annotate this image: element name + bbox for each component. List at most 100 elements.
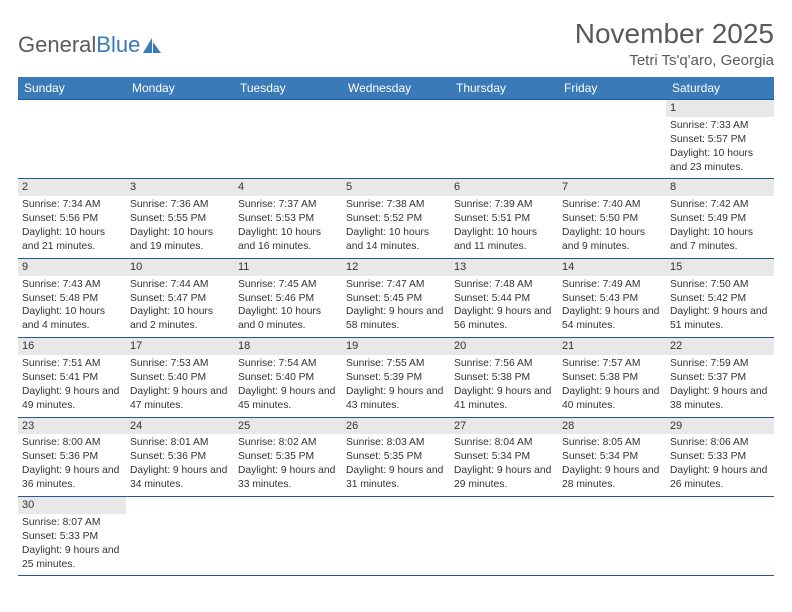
sunrise-line: Sunrise: 8:06 AM — [670, 436, 770, 450]
day-content: Sunrise: 7:47 AMSunset: 5:45 PMDaylight:… — [346, 278, 446, 334]
daylight-line: Daylight: 10 hours and 2 minutes. — [130, 305, 230, 333]
day-content: Sunrise: 8:03 AMSunset: 5:35 PMDaylight:… — [346, 436, 446, 492]
day-content: Sunrise: 8:07 AMSunset: 5:33 PMDaylight:… — [22, 516, 122, 572]
sunrise-line: Sunrise: 7:53 AM — [130, 357, 230, 371]
day-content: Sunrise: 7:39 AMSunset: 5:51 PMDaylight:… — [454, 198, 554, 254]
weekday-header: Sunday — [18, 77, 126, 100]
day-number: 18 — [234, 338, 342, 355]
sunrise-line: Sunrise: 7:37 AM — [238, 198, 338, 212]
daylight-line: Daylight: 9 hours and 56 minutes. — [454, 305, 554, 333]
day-number: 28 — [558, 418, 666, 435]
day-content: Sunrise: 7:42 AMSunset: 5:49 PMDaylight:… — [670, 198, 770, 254]
sunset-line: Sunset: 5:35 PM — [346, 450, 446, 464]
day-content: Sunrise: 8:02 AMSunset: 5:35 PMDaylight:… — [238, 436, 338, 492]
daylight-line: Daylight: 9 hours and 36 minutes. — [22, 464, 122, 492]
empty-cell — [450, 100, 558, 179]
daylight-line: Daylight: 9 hours and 31 minutes. — [346, 464, 446, 492]
sunrise-line: Sunrise: 7:36 AM — [130, 198, 230, 212]
daylight-line: Daylight: 9 hours and 25 minutes. — [22, 544, 122, 572]
sunset-line: Sunset: 5:40 PM — [238, 371, 338, 385]
day-number: 24 — [126, 418, 234, 435]
daylight-line: Daylight: 9 hours and 28 minutes. — [562, 464, 662, 492]
day-cell: 28Sunrise: 8:05 AMSunset: 5:34 PMDayligh… — [558, 417, 666, 496]
day-content: Sunrise: 7:36 AMSunset: 5:55 PMDaylight:… — [130, 198, 230, 254]
day-content: Sunrise: 7:45 AMSunset: 5:46 PMDaylight:… — [238, 278, 338, 334]
daylight-line: Daylight: 9 hours and 38 minutes. — [670, 385, 770, 413]
daylight-line: Daylight: 10 hours and 16 minutes. — [238, 226, 338, 254]
day-cell: 29Sunrise: 8:06 AMSunset: 5:33 PMDayligh… — [666, 417, 774, 496]
calendar-row: 2Sunrise: 7:34 AMSunset: 5:56 PMDaylight… — [18, 179, 774, 258]
sunrise-line: Sunrise: 8:03 AM — [346, 436, 446, 450]
day-cell: 2Sunrise: 7:34 AMSunset: 5:56 PMDaylight… — [18, 179, 126, 258]
daylight-line: Daylight: 9 hours and 51 minutes. — [670, 305, 770, 333]
day-cell: 18 Sunrise: 7:54 AMSunset: 5:40 PMDayligh… — [234, 338, 342, 417]
weekday-header: Thursday — [450, 77, 558, 100]
day-cell: 14 Sunrise: 7:49 AMSunset: 5:43 PMDayligh… — [558, 258, 666, 337]
day-cell: 22Sunrise: 7:59 AMSunset: 5:37 PMDayligh… — [666, 338, 774, 417]
calendar-row: 30Sunrise: 8:07 AMSunset: 5:33 PMDayligh… — [18, 497, 774, 576]
day-content: Sunrise: 8:04 AMSunset: 5:34 PMDaylight:… — [454, 436, 554, 492]
day-content: Sunrise: 7:48 AMSunset: 5:44 PMDaylight:… — [454, 278, 554, 334]
day-number: 8 — [666, 179, 774, 196]
sunrise-line: Sunrise: 7:45 AM — [238, 278, 338, 292]
empty-cell — [234, 100, 342, 179]
daylight-line: Daylight: 9 hours and 41 minutes. — [454, 385, 554, 413]
weekday-header: Tuesday — [234, 77, 342, 100]
sunrise-line: Sunrise: 8:04 AM — [454, 436, 554, 450]
daylight-line: Daylight: 9 hours and 26 minutes. — [670, 464, 770, 492]
calendar-head: SundayMondayTuesdayWednesdayThursdayFrid… — [18, 77, 774, 100]
sunset-line: Sunset: 5:46 PM — [238, 292, 338, 306]
sunrise-line: Sunrise: 7:54 AM — [238, 357, 338, 371]
sunset-line: Sunset: 5:38 PM — [454, 371, 554, 385]
day-number: 16 — [18, 338, 126, 355]
sunrise-line: Sunrise: 7:51 AM — [22, 357, 122, 371]
day-cell: 4Sunrise: 7:37 AMSunset: 5:53 PMDaylight… — [234, 179, 342, 258]
day-number: 12 — [342, 259, 450, 276]
daylight-line: Daylight: 9 hours and 58 minutes. — [346, 305, 446, 333]
day-number: 15 — [666, 259, 774, 276]
empty-cell — [558, 100, 666, 179]
sunset-line: Sunset: 5:56 PM — [22, 212, 122, 226]
day-content: Sunrise: 8:06 AMSunset: 5:33 PMDaylight:… — [670, 436, 770, 492]
calendar-row: 16Sunrise: 7:51 AMSunset: 5:41 PMDayligh… — [18, 338, 774, 417]
day-number: 14 — [558, 259, 666, 276]
day-cell: 23Sunrise: 8:00 AMSunset: 5:36 PMDayligh… — [18, 417, 126, 496]
day-cell: 6Sunrise: 7:39 AMSunset: 5:51 PMDaylight… — [450, 179, 558, 258]
calendar-table: SundayMondayTuesdayWednesdayThursdayFrid… — [18, 77, 774, 576]
sunset-line: Sunset: 5:34 PM — [562, 450, 662, 464]
day-number: 26 — [342, 418, 450, 435]
sunset-line: Sunset: 5:49 PM — [670, 212, 770, 226]
calendar-row: 9Sunrise: 7:43 AMSunset: 5:48 PMDaylight… — [18, 258, 774, 337]
sunset-line: Sunset: 5:53 PM — [238, 212, 338, 226]
sunrise-line: Sunrise: 7:50 AM — [670, 278, 770, 292]
day-content: Sunrise: 7:37 AMSunset: 5:53 PMDaylight:… — [238, 198, 338, 254]
sunrise-line: Sunrise: 7:47 AM — [346, 278, 446, 292]
day-number: 23 — [18, 418, 126, 435]
day-cell: 30Sunrise: 8:07 AMSunset: 5:33 PMDayligh… — [18, 497, 126, 576]
sunrise-line: Sunrise: 8:07 AM — [22, 516, 122, 530]
calendar-row: 23Sunrise: 8:00 AMSunset: 5:36 PMDayligh… — [18, 417, 774, 496]
weekday-header: Saturday — [666, 77, 774, 100]
daylight-line: Daylight: 10 hours and 19 minutes. — [130, 226, 230, 254]
day-cell: 27Sunrise: 8:04 AMSunset: 5:34 PMDayligh… — [450, 417, 558, 496]
day-number: 25 — [234, 418, 342, 435]
sunset-line: Sunset: 5:34 PM — [454, 450, 554, 464]
sunrise-line: Sunrise: 7:43 AM — [22, 278, 122, 292]
daylight-line: Daylight: 9 hours and 45 minutes. — [238, 385, 338, 413]
day-content: Sunrise: 8:00 AMSunset: 5:36 PMDaylight:… — [22, 436, 122, 492]
daylight-line: Daylight: 10 hours and 14 minutes. — [346, 226, 446, 254]
sunset-line: Sunset: 5:44 PM — [454, 292, 554, 306]
day-cell: 17Sunrise: 7:53 AMSunset: 5:40 PMDayligh… — [126, 338, 234, 417]
header: GeneralBlue November 2025 Tetri Ts'q'aro… — [18, 18, 774, 69]
empty-cell — [126, 100, 234, 179]
day-cell: 16Sunrise: 7:51 AMSunset: 5:41 PMDayligh… — [18, 338, 126, 417]
day-cell: 8 Sunrise: 7:42 AMSunset: 5:49 PMDaylight… — [666, 179, 774, 258]
day-content: Sunrise: 7:44 AMSunset: 5:47 PMDaylight:… — [130, 278, 230, 334]
empty-cell — [126, 497, 234, 576]
day-content: Sunrise: 7:49 AMSunset: 5:43 PMDaylight:… — [562, 278, 662, 334]
sunset-line: Sunset: 5:55 PM — [130, 212, 230, 226]
sunset-line: Sunset: 5:38 PM — [562, 371, 662, 385]
logo-text-2: Blue — [96, 32, 140, 58]
day-cell: 5Sunrise: 7:38 AMSunset: 5:52 PMDaylight… — [342, 179, 450, 258]
day-cell: 7Sunrise: 7:40 AMSunset: 5:50 PMDaylight… — [558, 179, 666, 258]
